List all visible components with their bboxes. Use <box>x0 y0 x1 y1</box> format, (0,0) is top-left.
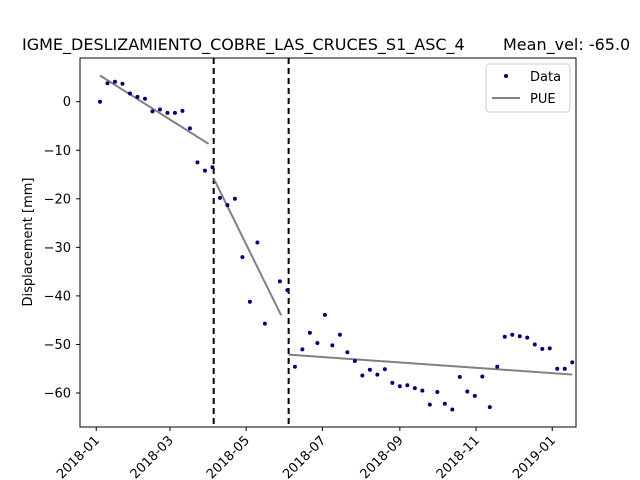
data-point <box>172 110 177 115</box>
y-tick-label: −60 <box>44 387 71 402</box>
data-point <box>517 334 522 339</box>
data-point <box>277 279 282 284</box>
data-point <box>217 195 222 200</box>
pue-line-segment <box>212 177 283 316</box>
data-point <box>367 367 372 372</box>
data-point <box>157 107 162 112</box>
data-point <box>307 330 312 335</box>
data-point <box>480 374 485 379</box>
data-point <box>450 407 455 412</box>
data-point <box>360 373 365 378</box>
data-point <box>495 364 500 369</box>
data-point <box>187 126 192 131</box>
data-point <box>345 350 350 355</box>
legend-label-data: Data <box>530 70 561 85</box>
chart-title: IGME_DESLIZAMIENTO_COBRE_LAS_CRUCES_S1_A… <box>22 35 465 55</box>
data-point <box>292 364 297 369</box>
data-point <box>472 393 477 398</box>
data-point <box>225 203 230 208</box>
data-point <box>555 366 560 371</box>
data-point <box>487 405 492 410</box>
data-point <box>247 299 252 304</box>
y-tick-label: −50 <box>44 338 71 353</box>
data-point <box>300 347 305 352</box>
data-point <box>405 383 410 388</box>
data-point <box>97 99 102 104</box>
data-point <box>540 346 545 351</box>
data-point <box>435 390 440 395</box>
y-tick-label: 0 <box>63 95 71 110</box>
data-point <box>315 341 320 346</box>
data-point <box>180 108 185 113</box>
data-point <box>465 389 470 394</box>
data-point <box>442 401 447 406</box>
data-point <box>142 96 147 101</box>
data-point <box>112 79 117 84</box>
data-point <box>382 367 387 372</box>
data-point <box>525 335 530 340</box>
axes-frame <box>79 57 577 428</box>
data-point <box>285 288 290 293</box>
data-point <box>105 81 110 86</box>
data-point <box>532 342 537 347</box>
data-point <box>120 81 125 86</box>
data-point <box>150 109 155 114</box>
data-point <box>195 160 200 165</box>
y-axis-title: Displacement [mm] <box>21 178 36 307</box>
data-point <box>210 165 215 170</box>
y-tick-label: −40 <box>44 289 71 304</box>
chart-subtitle: Mean_vel: -65.0 <box>503 35 630 55</box>
data-point <box>337 332 342 337</box>
y-tick-label: −10 <box>44 144 71 159</box>
data-point <box>135 94 140 99</box>
legend: Data PUE <box>485 63 571 113</box>
y-tick-label: −30 <box>44 241 71 256</box>
pue-line-segment <box>99 74 210 145</box>
data-point <box>510 332 515 337</box>
legend-label-pue: PUE <box>530 92 556 107</box>
data-point <box>457 374 462 379</box>
data-point <box>330 343 335 348</box>
data-point <box>240 255 245 260</box>
data-point <box>420 388 425 393</box>
data-point <box>397 384 402 389</box>
data-point <box>502 334 507 339</box>
data-point <box>375 372 380 377</box>
data-point <box>202 168 207 173</box>
data-point <box>562 366 567 371</box>
data-point <box>232 196 237 201</box>
data-point <box>547 346 552 351</box>
data-point <box>427 402 432 407</box>
data-point <box>570 360 575 365</box>
data-point <box>352 358 357 363</box>
pue-line-segment <box>288 353 573 376</box>
y-tick-label: −20 <box>44 192 71 207</box>
data-point <box>390 380 395 385</box>
data-point <box>412 386 417 391</box>
data-point <box>165 110 170 115</box>
data-point <box>255 240 260 245</box>
data-point <box>322 312 327 317</box>
data-point <box>262 321 267 326</box>
data-point <box>127 91 132 96</box>
legend-marker-data <box>504 74 508 78</box>
